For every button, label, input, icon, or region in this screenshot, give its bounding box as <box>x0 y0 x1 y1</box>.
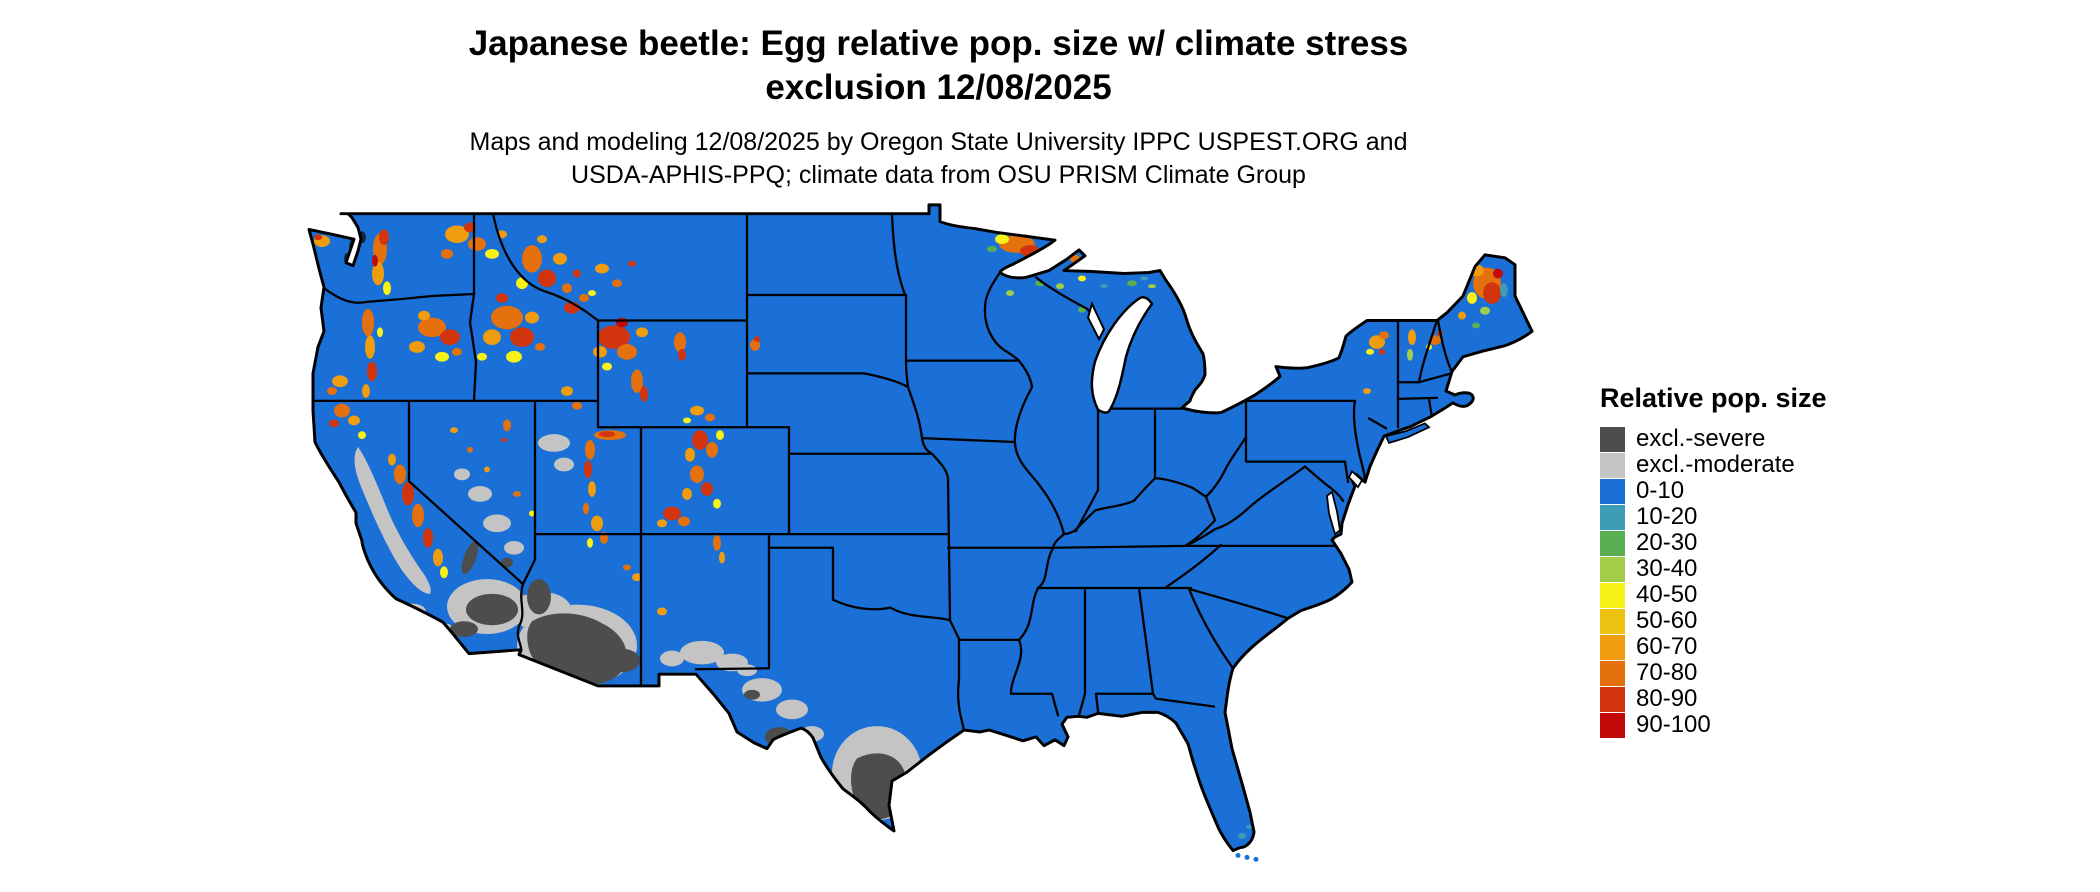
legend-item: 40-50 <box>1600 582 1827 608</box>
page-title-line1: Japanese beetle: Egg relative pop. size … <box>468 24 1409 63</box>
legend-swatch-60-70 <box>1600 634 1625 660</box>
legend-swatch-20-30 <box>1600 530 1625 556</box>
long-island <box>1384 422 1431 445</box>
us-map <box>292 200 1547 876</box>
legend-label: 20-30 <box>1636 529 1698 556</box>
legend-swatch-80-90 <box>1600 686 1625 712</box>
legend-swatch-excl-severe <box>1600 426 1625 452</box>
legend-label: excl.-moderate <box>1636 451 1795 478</box>
lake-michigan <box>1090 296 1154 414</box>
legend-swatch-30-40 <box>1600 556 1625 582</box>
legend-swatch-0-10 <box>1600 478 1625 504</box>
us-map-svg <box>307 203 1534 862</box>
map-header: Japanese beetle: Egg relative pop. size … <box>0 22 1877 193</box>
legend-item: 50-60 <box>1600 608 1827 634</box>
legend-label: 10-20 <box>1636 503 1698 530</box>
page-title-line2: exclusion 12/08/2025 <box>765 67 1112 107</box>
legend-item: 80-90 <box>1600 686 1827 712</box>
legend-item: 20-30 <box>1600 530 1827 556</box>
stress-patches <box>314 222 1508 839</box>
legend-item: excl.-moderate <box>1600 452 1827 478</box>
legend-label: excl.-severe <box>1636 425 1766 452</box>
legend-label: 40-50 <box>1636 581 1698 608</box>
legend: Relative pop. size excl.-severe excl.-mo… <box>1600 383 1827 738</box>
legend-label: 50-60 <box>1636 607 1698 634</box>
florida-keys <box>1235 852 1259 862</box>
legend-item: 0-10 <box>1600 478 1827 504</box>
legend-swatch-40-50 <box>1600 582 1625 608</box>
legend-item: 70-80 <box>1600 660 1827 686</box>
legend-swatch-excl-moderate <box>1600 452 1625 478</box>
page-subtitle: Maps and modeling 12/08/2025 by Oregon S… <box>0 126 1877 194</box>
legend-item: 10-20 <box>1600 504 1827 530</box>
green-bay <box>1086 301 1106 342</box>
map-fill-layers <box>309 204 1532 851</box>
state-borders <box>313 212 1454 732</box>
legend-swatch-10-20 <box>1600 504 1625 530</box>
map-base-fill <box>309 204 1532 851</box>
legend-label: 80-90 <box>1636 685 1698 712</box>
chesapeake-bay <box>1326 490 1341 536</box>
legend-label: 30-40 <box>1636 555 1698 582</box>
us-outline <box>307 203 1534 852</box>
legend-title: Relative pop. size <box>1600 383 1827 413</box>
legend-label: 0-10 <box>1636 477 1685 504</box>
lakes <box>1086 296 1364 536</box>
legend-item: 60-70 <box>1600 634 1827 660</box>
legend-item: 90-100 <box>1600 712 1827 738</box>
legend-label: 90-100 <box>1636 711 1711 738</box>
page-subtitle-line2: USDA-APHIS-PPQ; climate data from OSU PR… <box>571 161 1306 190</box>
legend-swatch-70-80 <box>1600 660 1625 686</box>
legend-label: 60-70 <box>1636 633 1698 660</box>
delaware-bay <box>1347 469 1364 489</box>
legend-swatch-50-60 <box>1600 608 1625 634</box>
legend-label: 70-80 <box>1636 659 1698 686</box>
legend-item: 30-40 <box>1600 556 1827 582</box>
legend-swatch-90-100 <box>1600 712 1625 738</box>
legend-item: excl.-severe <box>1600 426 1827 452</box>
page-subtitle-line1: Maps and modeling 12/08/2025 by Oregon S… <box>469 127 1408 156</box>
